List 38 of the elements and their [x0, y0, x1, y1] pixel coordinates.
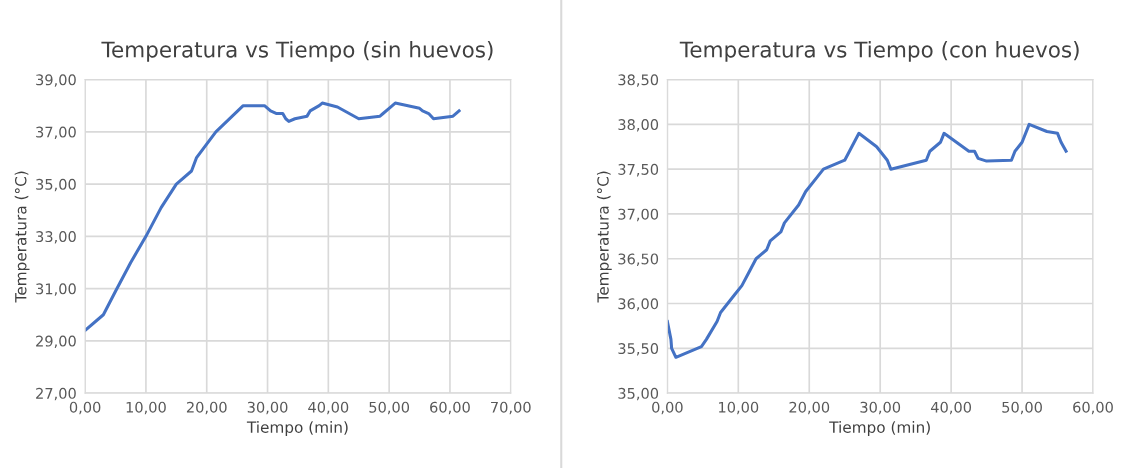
y-tick-label: 39,00 [36, 74, 76, 87]
x-tick-label: 60,00 [1073, 401, 1113, 415]
x-tick-label: 40,00 [308, 401, 349, 415]
x-tick-label: 10,00 [126, 401, 166, 415]
x-tick-label: 40,00 [930, 401, 972, 415]
y-tick-label: 29,00 [36, 335, 76, 349]
x-tick-label: 0,00 [652, 401, 683, 415]
x-tick-label: 20,00 [186, 401, 227, 415]
y-axis-title: Temperatura (°C) [14, 171, 30, 303]
chart-title: Temperatura vs Tiempo (sin huevos) [101, 40, 493, 62]
x-axis-title: Tiempo (min) [246, 421, 348, 436]
y-tick-label: 37,50 [618, 163, 659, 177]
y-tick-label: 31,00 [36, 283, 76, 296]
y-tick-label: 27,00 [36, 387, 76, 401]
y-tick-label: 38,00 [618, 119, 659, 132]
y-tick-label: 35,00 [36, 178, 76, 192]
line-series [667, 122, 1068, 359]
y-tick-label: 37,00 [618, 208, 659, 222]
y-axis-title: Temperatura (°C) [596, 171, 612, 303]
x-tick-label: 50,00 [369, 401, 410, 415]
x-tick-label: 10,00 [719, 401, 759, 415]
x-tick-label: 50,00 [1002, 401, 1042, 415]
y-tick-label: 35,00 [618, 387, 659, 401]
y-tick-label: 37,00 [36, 126, 76, 140]
x-tick-label: 0,00 [69, 401, 101, 415]
y-tick-label: 38,50 [618, 74, 659, 87]
x-tick-label: 30,00 [247, 401, 288, 415]
line-series [85, 101, 461, 332]
y-tick-label: 36,50 [618, 253, 659, 266]
y-tick-label: 33,00 [36, 231, 76, 244]
chart-title: Temperatura vs Tiempo (con huevos) [679, 40, 1079, 62]
y-tick-label: 36,00 [618, 298, 659, 311]
y-tick-label: 35,50 [618, 343, 659, 356]
x-tick-label: 60,00 [430, 401, 470, 415]
x-tick-label: 30,00 [860, 401, 901, 415]
x-tick-label: 70,00 [491, 401, 531, 415]
x-tick-label: 20,00 [789, 401, 830, 415]
x-axis-title: Tiempo (min) [829, 421, 930, 436]
